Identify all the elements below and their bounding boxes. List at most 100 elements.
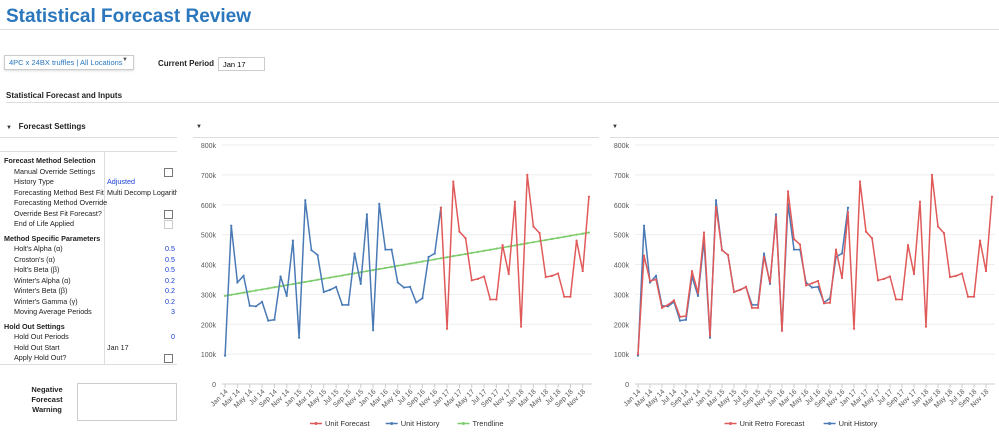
data-point: [672, 299, 676, 302]
y-tick-label: 200k: [201, 322, 217, 329]
setting-label: Winter's Alpha (α): [14, 275, 71, 285]
data-point: [840, 252, 844, 255]
data-point: [882, 277, 886, 280]
legend-item[interactable]: Unit History: [839, 419, 878, 428]
setting-value[interactable]: Adjusted: [107, 177, 135, 186]
checkbox[interactable]: [164, 209, 173, 219]
y-tick-label: 500k: [614, 233, 630, 240]
y-tick-label: 600k: [614, 203, 630, 210]
data-point: [433, 258, 436, 261]
data-point: [378, 267, 381, 271]
y-tick-label: 400k: [201, 263, 217, 270]
forecast-settings-table: Forecast Method Selection Manual Override…: [0, 151, 177, 365]
setting-value[interactable]: Jan 17: [107, 342, 129, 352]
divider: [6, 102, 999, 103]
setting-value[interactable]: 0.5: [165, 265, 175, 274]
data-point: [587, 231, 591, 234]
data-point: [470, 251, 473, 255]
data-point: [223, 294, 227, 297]
data-point: [780, 329, 784, 332]
setting-value[interactable]: 0.2: [165, 275, 175, 285]
checkbox: [164, 220, 173, 229]
forecast-settings-toggle[interactable]: ▼ Forecast Settings: [6, 122, 86, 131]
settings-row: History Type Adjusted: [0, 177, 177, 188]
data-point: [291, 239, 295, 242]
setting-value[interactable]: 0.5: [165, 254, 175, 264]
legend-item[interactable]: Unit Forecast: [325, 419, 371, 428]
data-point: [648, 279, 652, 283]
divider: [193, 137, 599, 138]
data-point: [804, 284, 808, 287]
legend-item[interactable]: Unit History: [401, 419, 440, 428]
data-point: [768, 281, 772, 284]
setting-label: Forecasting Method Override: [14, 198, 108, 207]
data-point: [538, 232, 541, 235]
data-point: [316, 253, 319, 257]
data-point: [684, 315, 688, 318]
data-point: [978, 239, 982, 242]
data-point: [513, 200, 517, 203]
settings-row: Winter's Gamma (γ) 0.2: [0, 297, 177, 308]
data-point: [476, 277, 480, 280]
y-tick-label: 0: [625, 382, 629, 389]
data-point: [260, 300, 264, 303]
data-point: [421, 297, 424, 300]
data-point: [495, 247, 498, 250]
data-point: [279, 285, 282, 288]
settings-row: Hold Out Start Jan 17: [0, 343, 177, 354]
chart1-menu-icon[interactable]: ▼: [196, 124, 202, 130]
setting-value[interactable]: Multi Decomp Logarithmic: [107, 187, 177, 197]
checkbox[interactable]: [164, 354, 173, 363]
data-point: [684, 318, 688, 321]
data-point: [402, 286, 406, 289]
legend-item[interactable]: Trendline: [473, 419, 504, 428]
data-point: [384, 248, 387, 251]
item-location-dropdown[interactable]: 4PC x 24BX truffles | All Locations ▼: [4, 55, 134, 70]
data-point: [371, 329, 375, 332]
setting-value[interactable]: 0.2: [165, 296, 175, 306]
data-point: [353, 252, 356, 255]
data-point: [341, 303, 344, 306]
checkbox[interactable]: [164, 167, 173, 177]
data-point: [223, 354, 227, 357]
setting-value[interactable]: 0: [171, 332, 175, 341]
setting-value[interactable]: 0.2: [165, 286, 175, 295]
data-point: [273, 318, 276, 321]
divider: [0, 137, 177, 138]
legend-marker: [314, 422, 318, 425]
setting-label: Apply Hold Out?: [14, 353, 67, 362]
data-point: [236, 281, 239, 284]
data-point: [242, 274, 245, 277]
setting-value[interactable]: 3: [171, 307, 175, 316]
data-point: [267, 287, 270, 290]
legend-item[interactable]: Unit Retro Forecast: [740, 419, 806, 428]
series-line-unit-retro-forecast: [637, 174, 993, 355]
y-tick-label: 300k: [201, 292, 217, 299]
data-point: [482, 275, 486, 278]
setting-label: Winter's Gamma (γ): [14, 296, 78, 306]
data-point: [822, 302, 826, 305]
data-point: [359, 282, 362, 286]
data-point: [334, 285, 338, 289]
data-point: [304, 280, 307, 284]
settings-row: Override Best Fit Forecast?: [0, 209, 177, 220]
data-point: [792, 248, 796, 251]
negative-forecast-warning-label: Negative Forecast Warning: [31, 385, 63, 414]
data-point: [291, 282, 295, 286]
data-point: [402, 263, 406, 266]
settings-row: Manual Override Settings: [0, 167, 177, 178]
setting-value[interactable]: 0.5: [165, 244, 175, 253]
chart2-menu-icon[interactable]: ▼: [612, 124, 618, 130]
data-point: [556, 272, 560, 275]
data-point: [984, 269, 988, 273]
data-point: [267, 319, 270, 322]
data-point: [738, 288, 742, 291]
setting-label: Holt's Beta (β): [14, 265, 60, 274]
current-period-input[interactable]: [218, 57, 265, 71]
data-point: [587, 195, 591, 198]
section-title: Statistical Forecast and Inputs: [6, 91, 123, 100]
data-point: [408, 262, 412, 265]
y-tick-label: 100k: [201, 352, 217, 359]
y-tick-label: 400k: [614, 263, 630, 270]
data-point: [427, 255, 430, 259]
